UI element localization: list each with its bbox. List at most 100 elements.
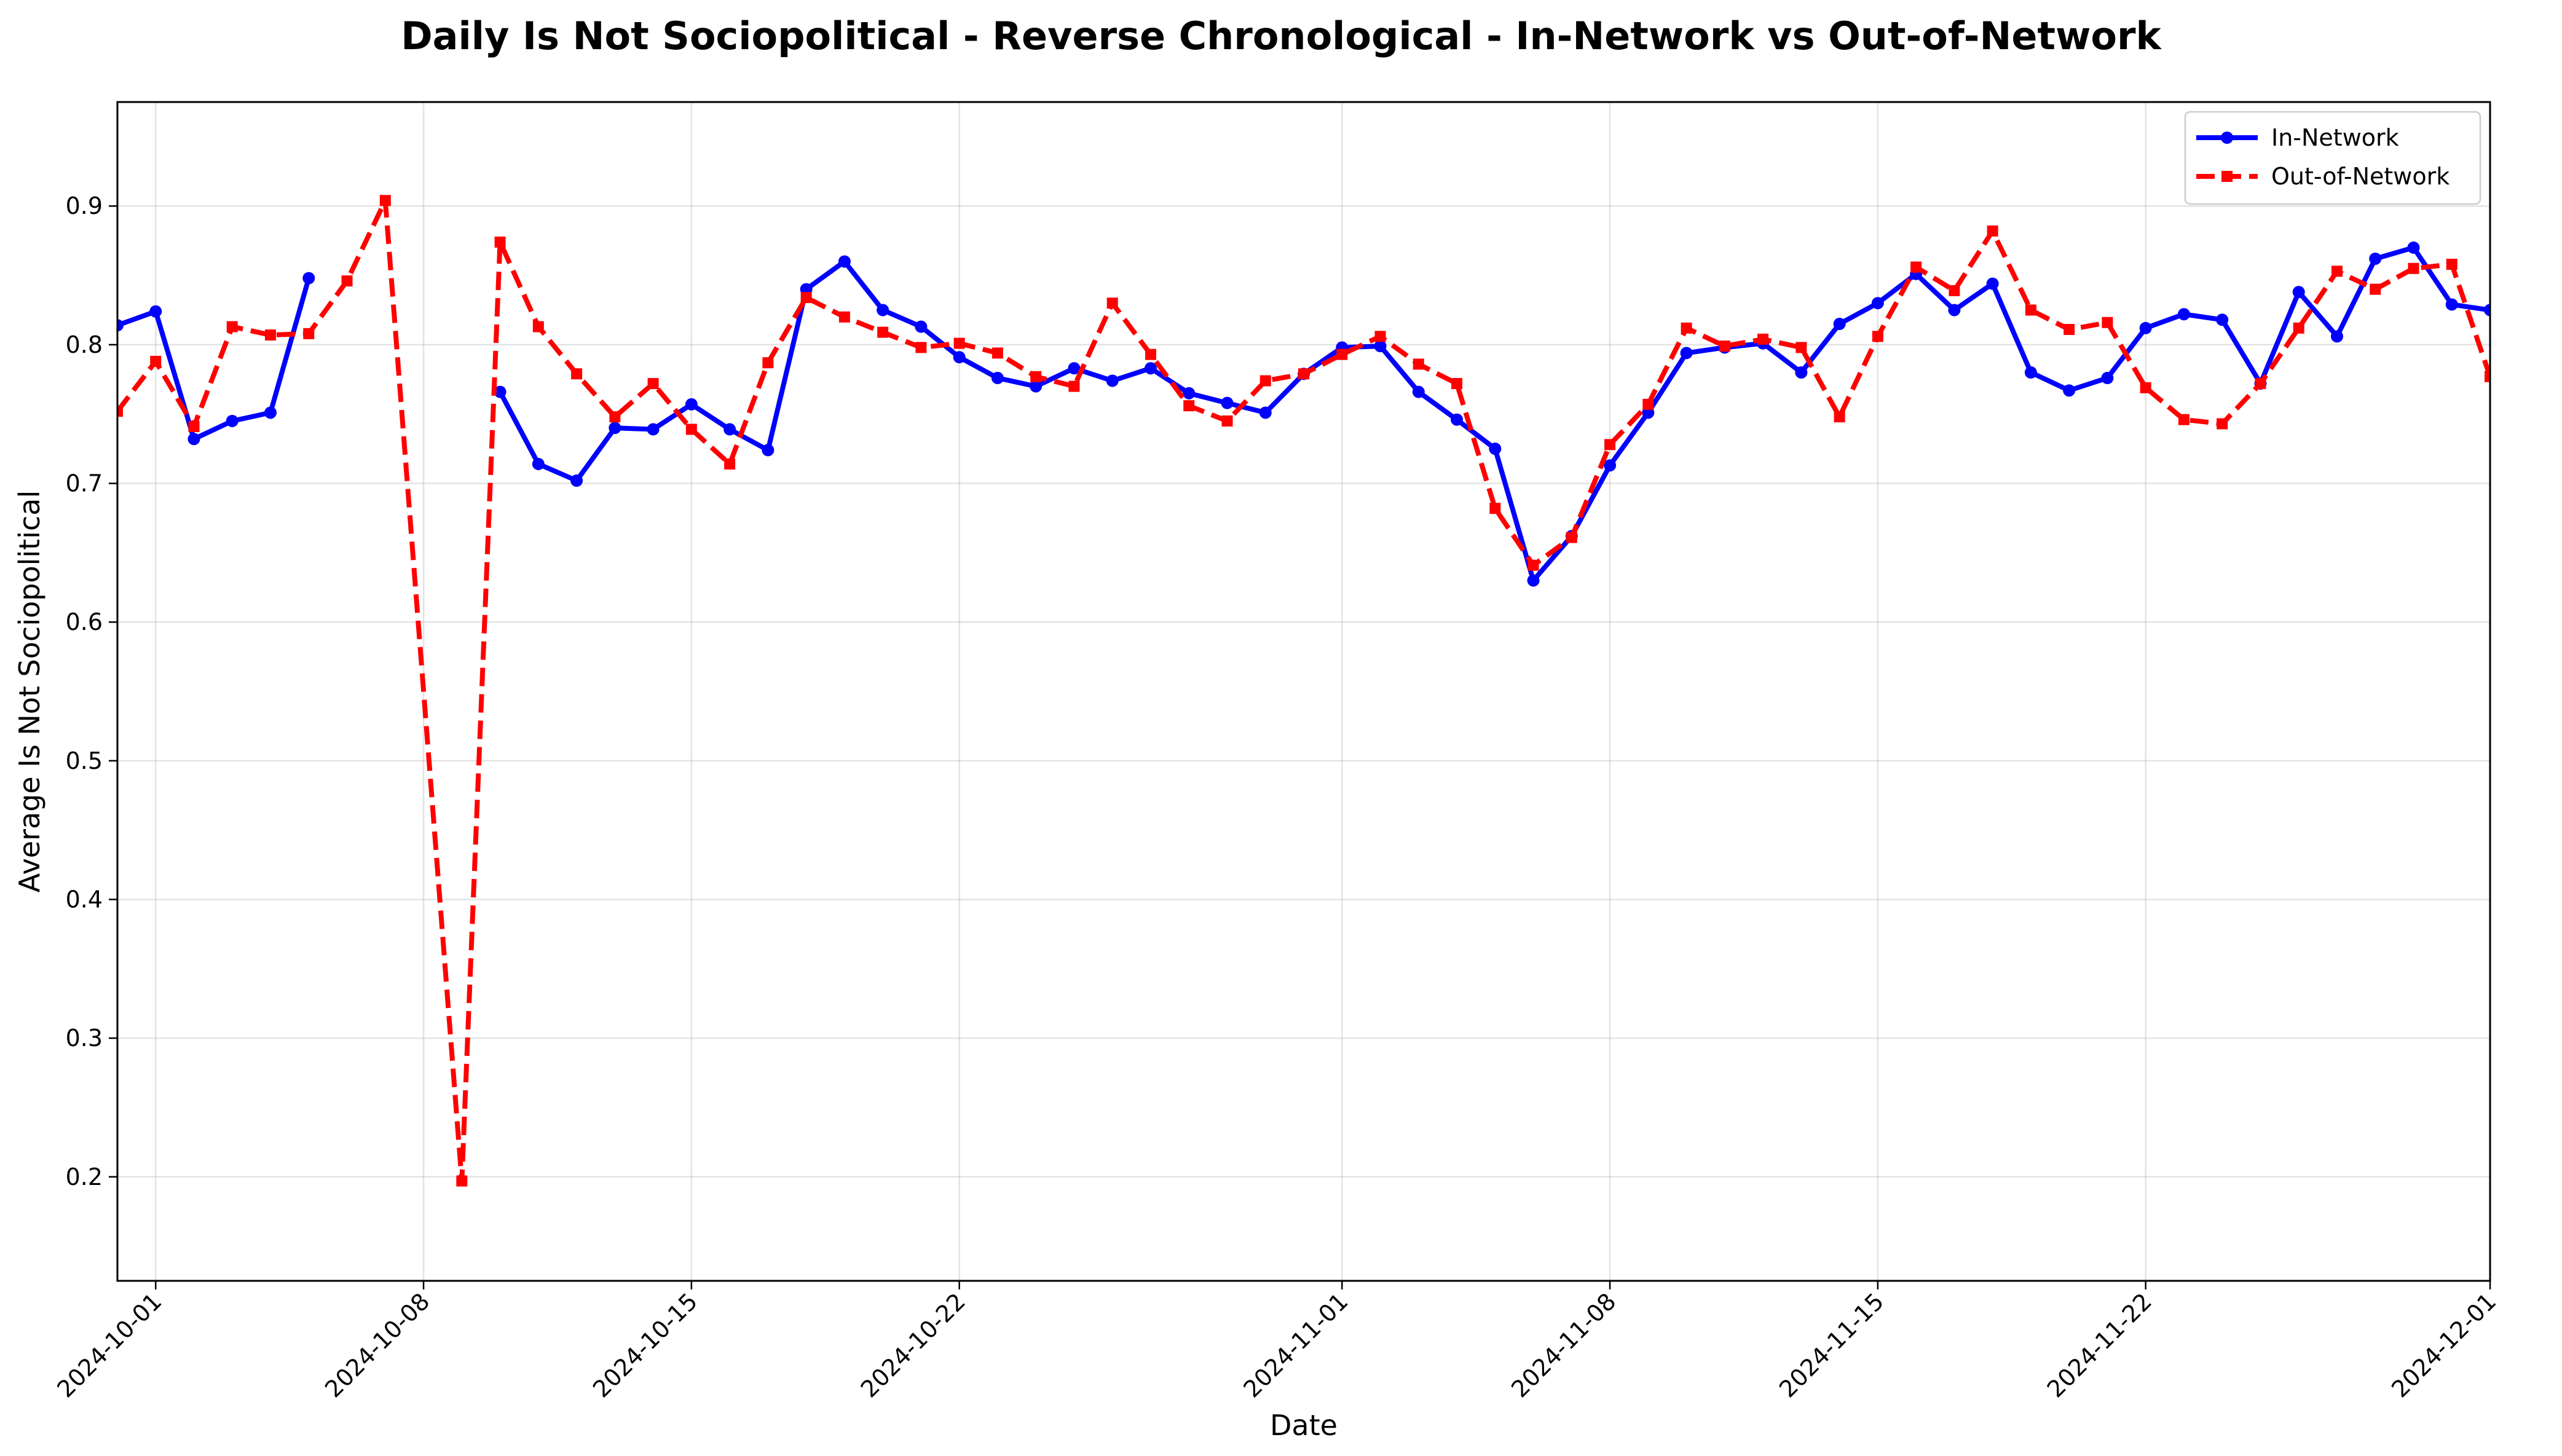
data-point bbox=[723, 423, 736, 436]
chart-title: Daily Is Not Sociopolitical - Reverse Ch… bbox=[401, 14, 2162, 58]
data-point bbox=[1030, 371, 1042, 382]
data-point bbox=[571, 368, 583, 380]
data-point bbox=[2063, 384, 2076, 397]
grid-lines bbox=[117, 102, 2491, 1281]
data-point bbox=[2255, 378, 2266, 390]
data-point bbox=[1030, 380, 1043, 393]
data-point bbox=[2216, 313, 2229, 326]
data-point bbox=[2446, 259, 2458, 270]
data-point bbox=[2331, 266, 2343, 277]
data-point bbox=[2369, 252, 2382, 265]
data-point bbox=[2408, 262, 2419, 274]
data-point bbox=[1871, 297, 1884, 310]
data-point bbox=[532, 457, 545, 470]
data-point bbox=[762, 444, 775, 457]
data-point bbox=[1872, 331, 1883, 342]
data-point bbox=[1527, 559, 1539, 571]
data-point bbox=[1413, 358, 1424, 370]
legend-marker bbox=[2221, 132, 2233, 144]
data-point bbox=[1680, 347, 1693, 360]
data-point bbox=[1757, 333, 1769, 345]
data-point bbox=[1681, 322, 1692, 334]
data-point bbox=[264, 406, 277, 419]
y-tick-label: 0.3 bbox=[66, 1025, 103, 1052]
data-point bbox=[762, 357, 774, 369]
data-point bbox=[494, 385, 506, 398]
plot-frame bbox=[116, 101, 2491, 1282]
data-point bbox=[1374, 331, 1386, 342]
data-point bbox=[1451, 378, 1463, 390]
data-point bbox=[991, 372, 1004, 385]
data-point bbox=[991, 347, 1003, 359]
data-point bbox=[1374, 340, 1387, 353]
series-line bbox=[117, 277, 312, 442]
data-point bbox=[838, 255, 851, 268]
data-point bbox=[226, 321, 238, 333]
data-point bbox=[953, 351, 966, 364]
data-point bbox=[2025, 304, 2036, 316]
data-point bbox=[150, 355, 162, 367]
series-line bbox=[117, 198, 2490, 1184]
data-point bbox=[1795, 342, 1807, 353]
data-point bbox=[1412, 385, 1425, 398]
data-point bbox=[1259, 375, 1271, 387]
data-point bbox=[1183, 400, 1195, 412]
data-point bbox=[117, 319, 124, 332]
data-point bbox=[1948, 304, 1961, 317]
data-point bbox=[1336, 348, 1348, 360]
data-point bbox=[2330, 330, 2343, 343]
y-tick-label: 0.5 bbox=[66, 747, 103, 774]
data-point bbox=[877, 326, 889, 338]
data-point bbox=[1986, 277, 1999, 290]
data-point bbox=[877, 304, 889, 317]
data-point bbox=[303, 328, 315, 339]
data-point bbox=[2178, 414, 2190, 425]
data-point bbox=[2484, 304, 2490, 317]
data-point bbox=[1451, 413, 1464, 426]
data-point bbox=[2217, 418, 2228, 430]
y-axis-label: Average Is Not Sociopolitical bbox=[13, 490, 46, 892]
data-point bbox=[1604, 439, 1616, 451]
data-point bbox=[2370, 283, 2381, 295]
data-point bbox=[1221, 415, 1233, 427]
data-point bbox=[2024, 366, 2037, 379]
data-point bbox=[800, 292, 812, 304]
series-out-of-network bbox=[117, 195, 2490, 1187]
data-point bbox=[647, 378, 659, 390]
data-point bbox=[2485, 371, 2490, 382]
data-point bbox=[838, 311, 850, 323]
data-point bbox=[226, 414, 238, 427]
data-point bbox=[302, 272, 315, 285]
data-point bbox=[187, 433, 200, 446]
data-point bbox=[609, 411, 621, 423]
legend-marker bbox=[2221, 171, 2233, 182]
legend-label: Out-of-Network bbox=[2271, 163, 2450, 190]
data-point bbox=[685, 398, 698, 411]
data-point bbox=[2102, 317, 2113, 328]
data-point bbox=[2101, 372, 2114, 385]
series-layer bbox=[117, 195, 2490, 1187]
data-point bbox=[1106, 297, 1118, 309]
data-point bbox=[1642, 398, 1654, 410]
data-point bbox=[1068, 380, 1080, 392]
data-point bbox=[915, 320, 928, 333]
y-tick-label: 0.8 bbox=[66, 331, 103, 358]
y-tick-label: 0.7 bbox=[66, 470, 103, 497]
data-point bbox=[724, 458, 736, 470]
data-point bbox=[1144, 362, 1157, 375]
data-point bbox=[1259, 406, 1272, 419]
data-point bbox=[1949, 285, 1960, 296]
data-point bbox=[2140, 382, 2151, 393]
legend: In-Network Out-of-Network bbox=[2184, 111, 2481, 205]
data-point bbox=[1834, 411, 1845, 423]
legend-box bbox=[2184, 111, 2481, 205]
data-point bbox=[1527, 574, 1540, 587]
data-point bbox=[2445, 298, 2458, 311]
data-point bbox=[1719, 340, 1730, 352]
y-tick-label: 0.4 bbox=[66, 886, 103, 913]
data-point bbox=[1489, 443, 1502, 455]
data-point bbox=[1145, 348, 1156, 360]
data-point bbox=[647, 423, 660, 436]
